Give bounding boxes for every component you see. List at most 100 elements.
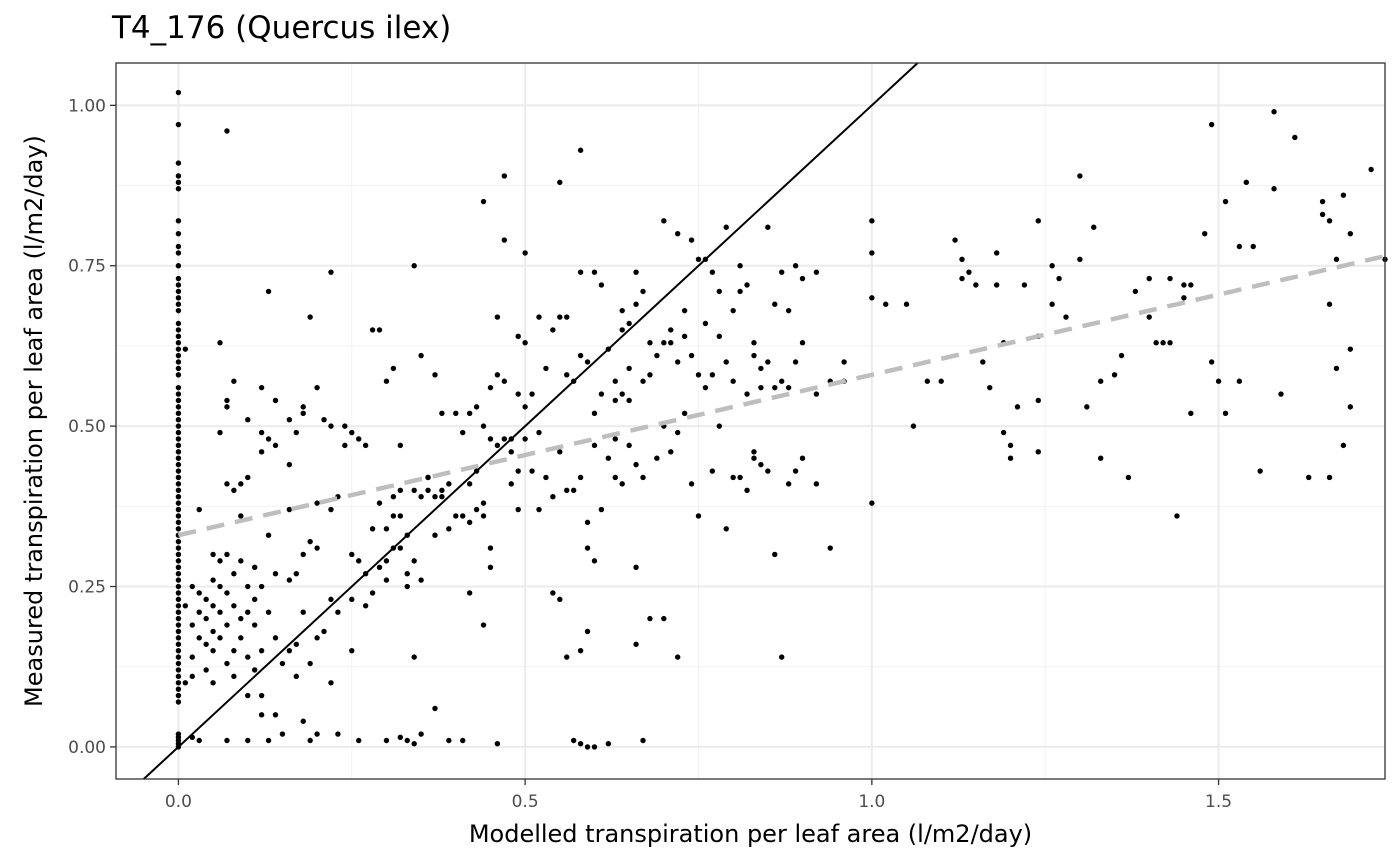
data-point	[779, 378, 785, 384]
data-point	[175, 186, 182, 192]
data-point	[175, 641, 182, 647]
data-point	[175, 461, 182, 468]
data-point	[591, 269, 598, 275]
data-point	[224, 551, 230, 558]
data-point	[619, 307, 625, 314]
data-point	[175, 660, 182, 667]
data-point	[265, 737, 272, 744]
data-point	[557, 596, 563, 603]
data-point	[397, 734, 404, 740]
data-point	[1271, 186, 1277, 192]
data-point	[674, 359, 681, 365]
data-point	[175, 436, 182, 442]
data-point	[557, 179, 563, 186]
data-point	[570, 737, 577, 744]
data-point	[196, 506, 202, 513]
regression-line	[177, 253, 1386, 538]
data-point	[175, 89, 182, 96]
data-point	[224, 128, 230, 134]
data-point	[307, 538, 313, 545]
data-point	[175, 275, 182, 282]
data-point	[716, 423, 722, 429]
data-point	[175, 320, 182, 327]
data-point	[751, 352, 757, 359]
data-point	[404, 583, 410, 590]
data-point	[723, 224, 729, 230]
data-point	[175, 468, 182, 474]
data-point	[189, 654, 195, 660]
data-point	[175, 429, 182, 436]
data-point	[1097, 455, 1104, 461]
data-point	[785, 307, 792, 314]
data-point	[1174, 513, 1180, 519]
data-point	[785, 481, 792, 487]
data-point	[480, 500, 487, 506]
data-point	[307, 314, 313, 320]
data-point	[175, 423, 182, 429]
data-point	[681, 333, 688, 340]
data-point	[598, 282, 605, 288]
data-point	[258, 583, 265, 590]
data-point	[217, 340, 223, 346]
data-point	[300, 609, 306, 615]
data-point	[189, 622, 195, 628]
data-point	[674, 230, 681, 237]
data-point	[640, 474, 646, 481]
data-point	[466, 590, 473, 596]
data-point	[709, 372, 716, 378]
data-point	[258, 449, 265, 455]
data-point	[175, 397, 182, 404]
data-point	[369, 590, 376, 596]
data-point	[501, 436, 508, 442]
data-point	[605, 741, 612, 747]
data-point	[1167, 275, 1173, 282]
data-point	[959, 275, 965, 282]
data-point	[328, 506, 334, 513]
data-point	[411, 558, 417, 564]
data-point	[175, 410, 182, 417]
data-point	[224, 590, 230, 596]
data-point	[203, 615, 209, 622]
data-point	[418, 731, 424, 737]
data-point	[175, 583, 182, 590]
data-point	[175, 346, 182, 352]
data-point	[1007, 442, 1014, 449]
data-point	[480, 423, 487, 429]
data-point	[231, 378, 237, 384]
data-point	[536, 506, 542, 513]
data-point	[362, 603, 369, 609]
data-point	[557, 314, 563, 320]
data-point	[286, 417, 293, 423]
data-point	[827, 545, 833, 551]
data-point	[175, 295, 182, 301]
data-point	[196, 737, 202, 744]
data-point	[439, 494, 445, 500]
data-point	[251, 667, 258, 673]
data-point	[765, 224, 771, 230]
data-point	[1257, 468, 1263, 474]
data-point	[175, 417, 182, 423]
data-point	[480, 198, 487, 205]
data-point	[175, 615, 182, 622]
data-point	[196, 635, 202, 641]
data-point	[286, 506, 293, 513]
data-point	[286, 647, 293, 654]
data-point	[182, 346, 189, 352]
data-point	[487, 436, 494, 442]
data-point	[550, 590, 556, 596]
data-point	[238, 558, 244, 564]
data-point	[175, 307, 182, 314]
data-point	[1236, 378, 1243, 384]
data-point	[196, 590, 202, 596]
data-point	[217, 429, 223, 436]
data-point	[480, 513, 487, 519]
data-point	[813, 391, 820, 397]
data-point	[300, 551, 306, 558]
data-point	[688, 237, 695, 243]
data-point	[654, 455, 660, 461]
data-point	[265, 532, 272, 538]
data-point	[175, 570, 182, 577]
data-point	[494, 314, 501, 320]
data-point	[487, 384, 494, 391]
data-point	[536, 429, 542, 436]
